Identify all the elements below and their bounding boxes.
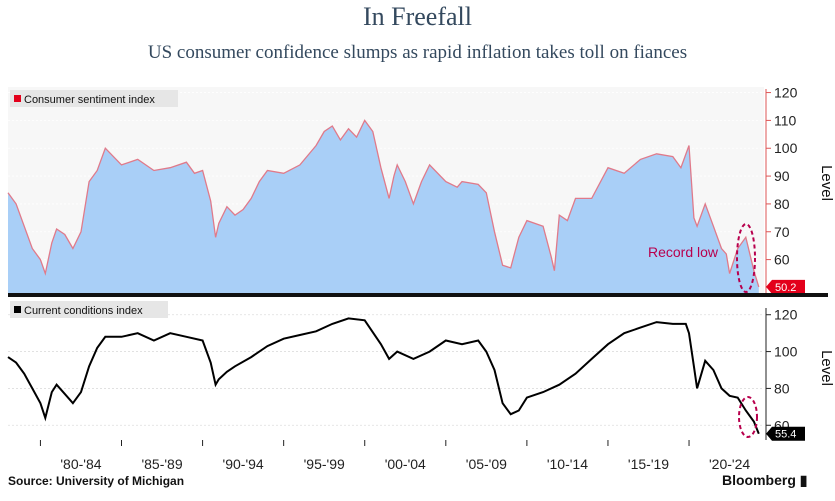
sentiment-last-value-tag: 50.2	[766, 279, 805, 294]
x-tick-label: '00-'04	[385, 456, 426, 472]
brand-label: Bloomberg	[722, 472, 796, 488]
bottom-y-tick-label: 80	[774, 380, 790, 396]
x-tick-label: '95-'99	[304, 456, 345, 472]
bottom-y-axis-label: Level	[818, 350, 835, 386]
top-legend-label: Consumer sentiment index	[24, 94, 155, 106]
top-y-tick-label: 90	[774, 168, 790, 184]
top-legend-background	[10, 90, 178, 107]
record-low-circle-bottom	[738, 396, 758, 438]
chart-title: In Freefall	[362, 2, 472, 31]
record-low-annotation: Record low	[648, 244, 719, 260]
top-y-tick-label: 80	[774, 196, 790, 212]
x-tick-label: '85-'89	[141, 456, 182, 472]
bloomberg-chat-icon: ▮	[799, 472, 808, 488]
record-low-circle-top	[736, 223, 756, 293]
top-y-tick-label: 60	[774, 252, 790, 268]
x-tick-label: '80-'84	[60, 456, 101, 472]
bottom-legend-swatch	[14, 306, 21, 313]
top-y-tick-label: 70	[774, 224, 790, 240]
bottom-y-tick-label: 100	[774, 344, 798, 360]
sentiment-last-value: 50.2	[775, 282, 796, 294]
x-tick-label: '05-'09	[466, 456, 507, 472]
bottom-legend-background	[10, 301, 168, 318]
top-y-tick-label: 120	[774, 85, 798, 101]
source-note: Source: University of Michigan	[8, 474, 185, 488]
x-tick-label: '15-'19	[628, 456, 669, 472]
bottom-gridlines	[8, 314, 764, 426]
bottom-legend-label: Current conditions index	[24, 305, 143, 317]
panel-divider	[8, 293, 828, 297]
current-conditions-line	[7, 317, 760, 435]
bottom-y-tick-label: 120	[774, 307, 798, 323]
x-tick-label: '10-'14	[547, 456, 588, 472]
current-conditions-last-value-tag: 55.4	[766, 426, 805, 441]
top-y-axis: 60 70 80 90 100 110 120	[765, 85, 798, 293]
brand-logo: Bloomberg ▮	[722, 472, 808, 489]
top-y-tick-label: 110	[774, 112, 797, 128]
current-conditions-last-value: 55.4	[775, 429, 796, 441]
x-tick-label: '90-'94	[223, 456, 264, 472]
sentiment-line	[7, 119, 760, 288]
chart-subtitle: US consumer confidence slumps as rapid i…	[147, 42, 688, 63]
top-legend-swatch	[14, 95, 21, 102]
top-y-tick-label: 100	[774, 140, 798, 156]
sentiment-area	[8, 120, 759, 294]
x-tick-label: '20-'24	[709, 456, 750, 472]
x-axis: '80-'84 '85-'89 '90-'94 '95-'99 '00-'04 '05-'…	[39, 440, 750, 472]
top-y-axis-label: Level	[818, 165, 835, 201]
